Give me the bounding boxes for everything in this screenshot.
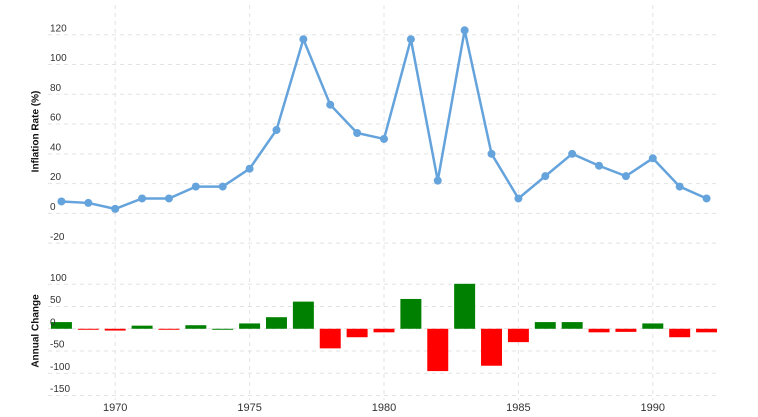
bar	[158, 328, 180, 330]
point	[541, 172, 550, 181]
point	[514, 194, 523, 203]
y-tick-label: 0	[50, 317, 56, 328]
bar	[534, 322, 556, 329]
bar	[696, 328, 718, 333]
point	[218, 182, 227, 191]
y-axis-title: Inflation Rate (%)	[31, 91, 42, 173]
y-tick-label: -50	[50, 340, 65, 351]
y-tick-label: 20	[50, 172, 62, 183]
bar	[265, 317, 287, 329]
bar	[454, 283, 476, 329]
point	[380, 134, 388, 143]
bar	[131, 325, 153, 329]
bar	[481, 328, 503, 366]
bar	[561, 322, 583, 329]
point	[191, 182, 200, 191]
point	[433, 176, 442, 185]
point	[460, 26, 469, 35]
point	[245, 164, 254, 173]
point	[326, 100, 335, 109]
y-tick-label: 60	[50, 113, 62, 124]
point	[648, 154, 657, 163]
y-tick-label: -150	[50, 384, 70, 395]
x-tick-label: 1975	[237, 402, 261, 414]
x-tick-label: 1980	[372, 402, 396, 414]
point	[84, 198, 93, 207]
bar	[292, 301, 314, 329]
point	[138, 194, 147, 203]
point	[406, 35, 415, 44]
bar	[427, 328, 449, 372]
bar	[615, 328, 637, 332]
point	[568, 149, 577, 158]
bar	[346, 328, 368, 338]
y-tick-label: -20	[50, 232, 65, 243]
plot-area	[48, 5, 720, 258]
y-tick-label: 40	[50, 142, 62, 153]
y-tick-label: 100	[50, 53, 67, 64]
bar	[104, 328, 126, 331]
y-tick-label: -100	[50, 362, 70, 373]
bar	[77, 328, 99, 330]
point	[621, 172, 630, 181]
bar	[507, 328, 529, 343]
y-axis-title: Annual Change	[31, 294, 42, 368]
point	[675, 182, 684, 191]
y-tick-label: 120	[50, 23, 67, 34]
bar	[239, 323, 261, 329]
plot-area	[48, 262, 720, 400]
point	[111, 204, 120, 213]
bar	[588, 328, 610, 333]
bar	[185, 325, 207, 329]
point	[272, 126, 281, 135]
bar	[319, 328, 341, 349]
y-tick-label: 80	[50, 83, 62, 94]
bar	[373, 328, 395, 333]
point	[164, 194, 173, 203]
point	[702, 194, 711, 203]
x-tick-label: 1970	[103, 402, 127, 414]
y-tick-label: 0	[50, 202, 56, 213]
y-tick-label: 50	[50, 295, 62, 306]
x-tick-label: 1985	[506, 402, 530, 414]
x-tick-label: 1990	[641, 402, 665, 414]
point	[353, 128, 362, 137]
point	[299, 35, 308, 44]
point	[487, 149, 496, 158]
point	[57, 197, 66, 206]
bar	[669, 328, 691, 338]
bar	[642, 323, 664, 329]
bar	[212, 328, 234, 330]
bar	[50, 322, 72, 329]
point	[595, 161, 604, 170]
bar	[400, 298, 422, 329]
y-tick-label: 100	[50, 273, 67, 284]
